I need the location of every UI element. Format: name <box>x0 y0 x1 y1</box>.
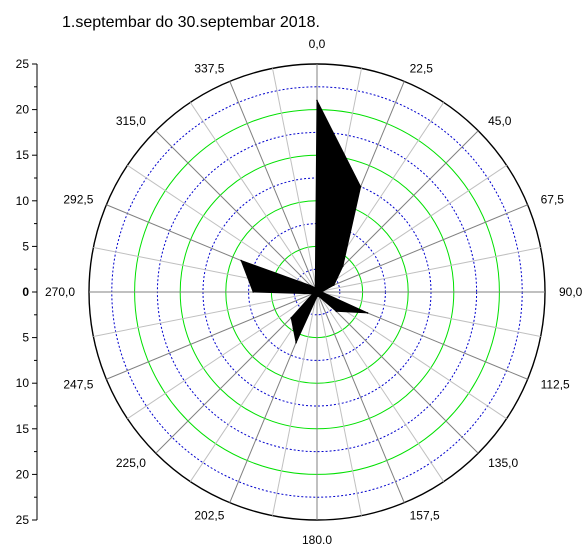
spoke-minor <box>272 291 318 516</box>
data-point-292.5 <box>240 259 242 262</box>
scale-label: 15 <box>16 422 30 436</box>
spoke-major <box>316 204 528 293</box>
direction-label: 270,0 <box>45 285 75 299</box>
spoke-minor <box>316 291 362 516</box>
scale-label: 10 <box>16 376 30 390</box>
direction-label: 22,5 <box>410 61 434 75</box>
direction-label: 247,5 <box>63 378 93 392</box>
chart-title: 1.septembar do 30.septembar 2018. <box>62 14 320 31</box>
spoke-major <box>316 291 479 454</box>
direction-label: 90,0 <box>559 285 583 299</box>
data-point-22.5 <box>359 185 362 188</box>
scale-label: 20 <box>16 103 30 117</box>
spoke-minor <box>316 291 507 420</box>
direction-label: 202,5 <box>194 509 224 523</box>
data-point-180 <box>316 295 318 298</box>
scale-label: 5 <box>22 239 29 253</box>
scale-label: 5 <box>22 331 29 345</box>
data-point-67.5 <box>333 284 335 286</box>
data-point-270 <box>252 291 254 293</box>
scale-label: 20 <box>16 467 30 481</box>
spoke-major <box>106 291 318 380</box>
spoke-minor <box>316 291 541 337</box>
data-point-135 <box>335 310 338 313</box>
direction-label: 0,0 <box>309 37 326 51</box>
data-point-90 <box>320 291 323 293</box>
spoke-minor <box>316 164 507 293</box>
data-point-247.5 <box>311 292 314 295</box>
scale-label: 10 <box>16 194 30 208</box>
data-point-315 <box>309 284 312 287</box>
data-point-45 <box>341 265 344 268</box>
scale-label: 25 <box>16 513 30 527</box>
direction-labels: 0,0 22,5 45,0 67,5 90,0 112,5 135,0 157,5 180.0 2… <box>45 37 583 544</box>
direction-label: 112,5 <box>541 378 570 392</box>
spoke-minor <box>93 291 318 337</box>
spoke-major <box>155 291 318 454</box>
data-point-337.5 <box>314 286 317 289</box>
spoke-minor <box>127 164 318 293</box>
spoke-minor <box>127 291 318 420</box>
spoke-major <box>155 130 318 293</box>
data-point-225 <box>290 316 293 319</box>
data-point-0 <box>316 99 318 102</box>
direction-label: 292,5 <box>63 192 93 206</box>
scale-label: 15 <box>16 148 30 162</box>
direction-label: 337,5 <box>194 61 224 75</box>
data-point-112.5 <box>366 312 369 314</box>
direction-label: 45,0 <box>488 114 512 128</box>
spoke-minor <box>189 102 318 293</box>
direction-label: 135,0 <box>488 456 518 470</box>
spoke-major <box>316 291 405 503</box>
data-point-157.5 <box>317 295 320 298</box>
spoke-major <box>316 130 479 293</box>
spoke-minor <box>316 247 541 293</box>
scale-label: 0 <box>22 285 29 299</box>
direction-label: 225,0 <box>116 456 146 470</box>
data-layer <box>240 99 369 345</box>
data-point-202.5 <box>295 341 297 344</box>
radial-axis: 25 20 15 10 5 0 5 10 15 20 25 <box>16 57 38 527</box>
scale-label: 25 <box>16 57 30 71</box>
wind-rose-area <box>240 100 368 345</box>
direction-label: 180.0 <box>302 533 332 544</box>
spoke-major <box>229 81 318 293</box>
spoke-minor <box>272 68 318 293</box>
direction-label: 67,5 <box>541 192 565 206</box>
spoke-minor <box>316 291 445 482</box>
direction-label: 315,0 <box>116 114 146 128</box>
direction-label: 157,5 <box>410 509 440 523</box>
